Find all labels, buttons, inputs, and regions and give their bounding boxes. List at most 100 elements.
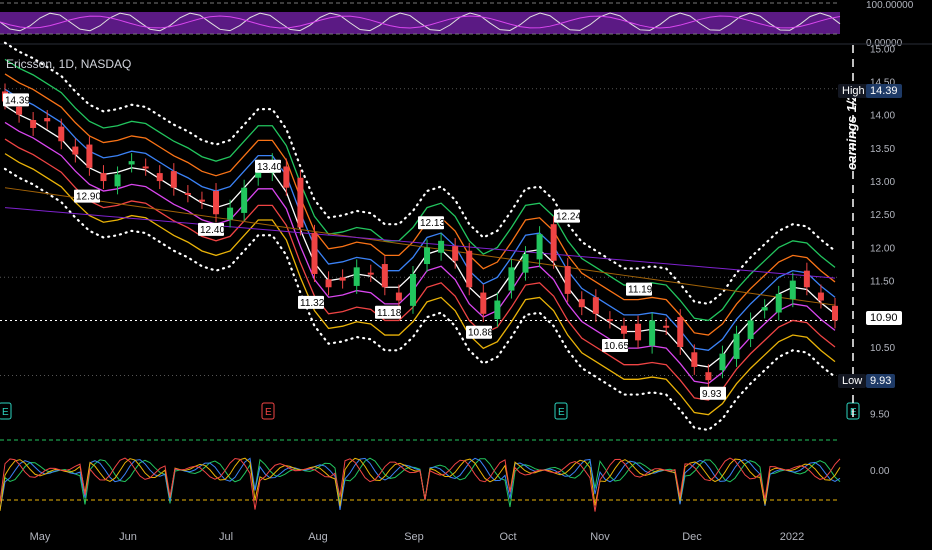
y-tick-label: 12.50	[870, 210, 895, 221]
earnings-side-label: earnings 1/25	[844, 86, 859, 170]
event-marker	[554, 402, 568, 420]
annotation-box	[74, 189, 100, 203]
top-tick: 100.00000	[866, 0, 914, 11]
candle-body	[817, 292, 824, 301]
candle-body	[691, 352, 698, 367]
candle-body	[775, 293, 782, 313]
annotation-box	[418, 216, 444, 230]
x-tick-label: Jun	[119, 531, 137, 543]
candle-body	[564, 266, 571, 294]
candle-body	[663, 325, 670, 328]
annotation-box	[466, 325, 492, 339]
candle-body	[719, 353, 726, 371]
candle-body	[367, 272, 374, 275]
annotation-label: 12.13	[420, 218, 445, 229]
annotation-box	[3, 93, 29, 107]
candle-body	[142, 166, 149, 169]
candle-body	[508, 267, 515, 291]
annotation-label: 12.40	[200, 225, 225, 236]
candle-body	[733, 333, 740, 359]
candle-body	[311, 232, 318, 274]
candle-body	[606, 319, 613, 322]
annotation-label: 13.40	[257, 162, 282, 173]
annotation-box	[255, 159, 281, 173]
candle-body	[550, 224, 557, 261]
annotation-label: 11.32	[300, 298, 325, 309]
candle-body	[522, 254, 529, 273]
annotation-box	[375, 305, 401, 319]
x-tick-label: Sep	[404, 531, 424, 543]
candle-body	[438, 240, 445, 253]
candle-body	[747, 320, 754, 340]
top-signal	[0, 15, 841, 29]
candle-body	[86, 144, 93, 168]
annotation-box	[554, 209, 580, 223]
top-oscillator	[0, 12, 841, 32]
y-tick-label: 13.50	[870, 144, 895, 155]
candle-body	[170, 171, 177, 188]
candle-body	[100, 173, 107, 182]
envelope-band	[3, 41, 837, 306]
y-tick-label: 10.50	[870, 343, 895, 354]
annotation-label: 10.65	[604, 341, 629, 352]
candle-body	[635, 323, 642, 341]
moving-average-slow	[4, 187, 836, 306]
annotation-label: 12.90	[76, 192, 101, 203]
chart-title: Ericsson, 1D, NASDAQ	[6, 57, 132, 71]
y-tick-label: 12.00	[870, 243, 895, 254]
annotation-box	[602, 338, 628, 352]
event-marker	[0, 402, 12, 420]
low-value: 9.93	[866, 374, 896, 388]
candle-body	[30, 120, 37, 128]
candle-body	[424, 247, 431, 265]
y-tick-label: 14.50	[870, 78, 895, 89]
candle-body	[480, 292, 487, 314]
annotation-label: 11.19	[628, 285, 653, 296]
candle-body	[677, 317, 684, 347]
candle-body	[297, 177, 304, 228]
candle-body	[72, 146, 79, 155]
annotation-box	[626, 282, 652, 296]
y-tick-label: 14.00	[870, 111, 895, 122]
candle-body	[283, 166, 290, 188]
high-value: 14.39	[866, 84, 902, 98]
candle-body	[128, 161, 135, 165]
bottom-oscillator	[0, 457, 841, 508]
annotation-label: 11.18	[377, 308, 402, 319]
bottom-oscillator	[0, 457, 841, 511]
annotation-label: 12.24	[556, 212, 581, 223]
x-tick-label: Oct	[499, 531, 516, 543]
bottom-oscillator	[0, 457, 841, 512]
candle-body	[16, 106, 23, 115]
x-tick-label: Jul	[219, 531, 233, 543]
event-marker	[261, 402, 275, 420]
candle-body	[789, 280, 796, 300]
candle-body	[649, 320, 656, 346]
y-tick-label: 15.00	[870, 44, 895, 55]
candle-body	[592, 297, 599, 314]
candle-body	[536, 234, 543, 260]
event-label: E	[265, 407, 272, 418]
candle-body	[578, 299, 585, 308]
candle-body	[452, 246, 459, 261]
candle-body	[213, 191, 220, 215]
candle-body	[114, 174, 121, 187]
annotation-box	[298, 295, 324, 309]
x-tick-label: 2022	[780, 531, 804, 543]
candle-body	[395, 292, 402, 301]
event-label: E	[2, 407, 9, 418]
candle-body	[184, 193, 191, 196]
candle-body	[803, 270, 810, 288]
envelope-band	[4, 88, 836, 351]
candle-body	[227, 207, 234, 220]
event-label: E	[558, 407, 565, 418]
moving-average-long	[4, 207, 836, 279]
bottom-oscillator	[0, 457, 841, 511]
y-tick-label: 11.50	[870, 277, 895, 288]
candle-body	[466, 250, 473, 288]
candle-body	[156, 173, 163, 182]
x-tick-label: Aug	[308, 531, 328, 543]
candle-body	[241, 187, 248, 213]
candle-body	[409, 273, 416, 306]
